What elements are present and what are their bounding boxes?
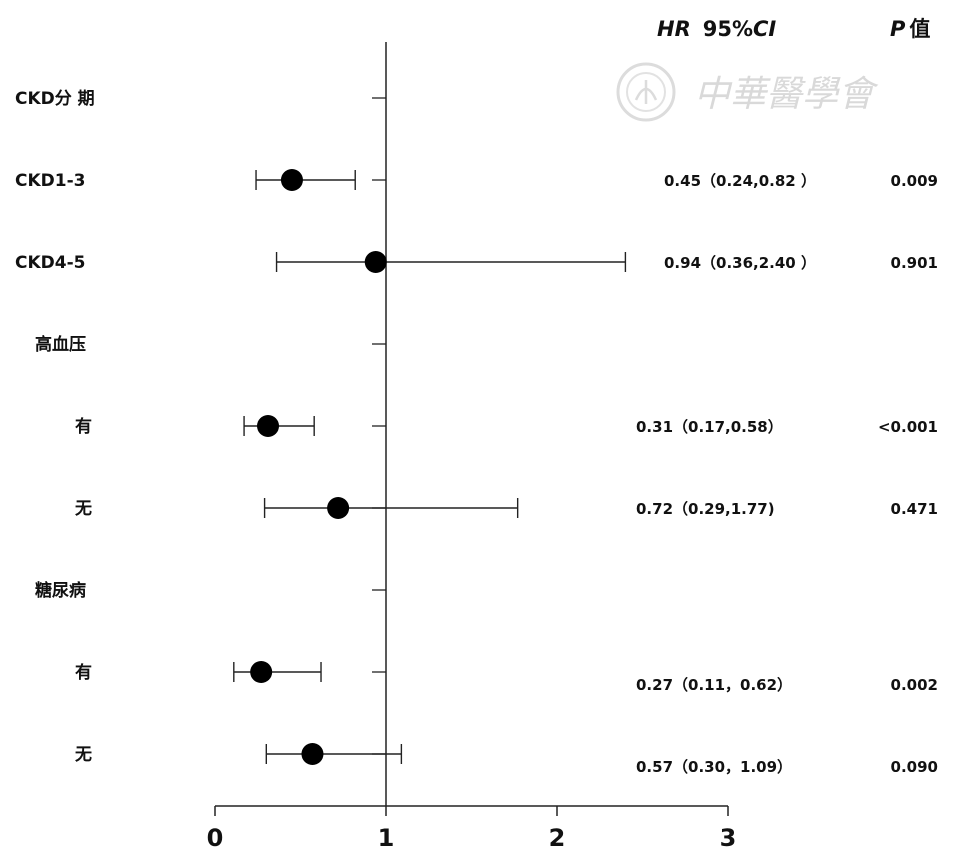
x-axis: 0 1 2 3 bbox=[207, 42, 737, 852]
group-label: 高血压 bbox=[35, 334, 86, 355]
hr-point bbox=[280, 169, 303, 191]
watermark: 中華醫學會 bbox=[616, 62, 879, 122]
watermark-seal-icon bbox=[616, 62, 676, 122]
group-row: 高血压 bbox=[35, 334, 386, 355]
group-row: CKD分 期 bbox=[15, 89, 386, 109]
group-label: 糖尿病 bbox=[35, 580, 86, 601]
p-value: 0.090 bbox=[891, 758, 938, 776]
hr-ci-value: 0.94（0.36,2.40 ） bbox=[664, 254, 816, 272]
hr-ci-value: 0.57（0.30，1.09） bbox=[636, 758, 792, 776]
subgroup-label: 有 bbox=[75, 416, 92, 437]
subgroup-row: CKD1-3 0.45（0.24,0.82 ） 0.009 bbox=[15, 169, 938, 191]
group-label: CKD分 期 bbox=[15, 89, 95, 109]
hr-point bbox=[250, 661, 273, 683]
subgroup-label: 无 bbox=[74, 499, 92, 519]
hr-point bbox=[257, 415, 280, 437]
hr-ci-value: 0.72（0.29,1.77) bbox=[636, 500, 775, 518]
p-value: 0.901 bbox=[891, 254, 938, 272]
subgroup-row: CKD4-5 0.94（0.36,2.40 ） 0.901 bbox=[15, 251, 938, 273]
subgroup-label: CKD1-3 bbox=[15, 171, 85, 191]
header-hr-ci: HR 95%CI bbox=[657, 17, 776, 41]
x-tick-label: 1 bbox=[378, 824, 395, 852]
hr-ci-value: 0.27（0.11，0.62） bbox=[636, 676, 792, 694]
hr-ci-value: 0.45（0.24,0.82 ） bbox=[664, 172, 816, 190]
group-row: 糖尿病 bbox=[35, 580, 386, 601]
hr-ci-value: 0.31（0.17,0.58） bbox=[636, 418, 783, 436]
subgroup-row: 有 0.31（0.17,0.58） <0.001 bbox=[75, 415, 938, 437]
p-value: <0.001 bbox=[878, 418, 938, 436]
watermark-text: 中華醫學會 bbox=[694, 74, 879, 115]
p-value: 0.002 bbox=[891, 676, 938, 694]
subgroup-row: 无 0.57（0.30，1.09） 0.090 bbox=[74, 743, 938, 776]
p-value: 0.471 bbox=[891, 500, 938, 518]
hr-point bbox=[327, 497, 350, 519]
table-header: HR 95%CI P 值 bbox=[657, 17, 930, 41]
x-tick-label: 0 bbox=[207, 824, 224, 852]
subgroup-label: CKD4-5 bbox=[15, 253, 85, 273]
x-tick-label: 2 bbox=[549, 824, 566, 852]
subgroup-label: 无 bbox=[74, 745, 92, 765]
x-tick-label: 3 bbox=[720, 824, 737, 852]
p-value: 0.009 bbox=[891, 172, 938, 190]
forest-rows: CKD分 期 CKD1-3 0.45（0.24,0.82 ） 0.009 CKD4-5 0… bbox=[15, 89, 938, 776]
subgroup-row: 无 0.72（0.29,1.77) 0.471 bbox=[74, 497, 938, 519]
hr-point bbox=[364, 251, 387, 273]
subgroup-row: 有 0.27（0.11，0.62） 0.002 bbox=[75, 661, 938, 694]
hr-point bbox=[301, 743, 324, 765]
subgroup-label: 有 bbox=[75, 662, 92, 683]
